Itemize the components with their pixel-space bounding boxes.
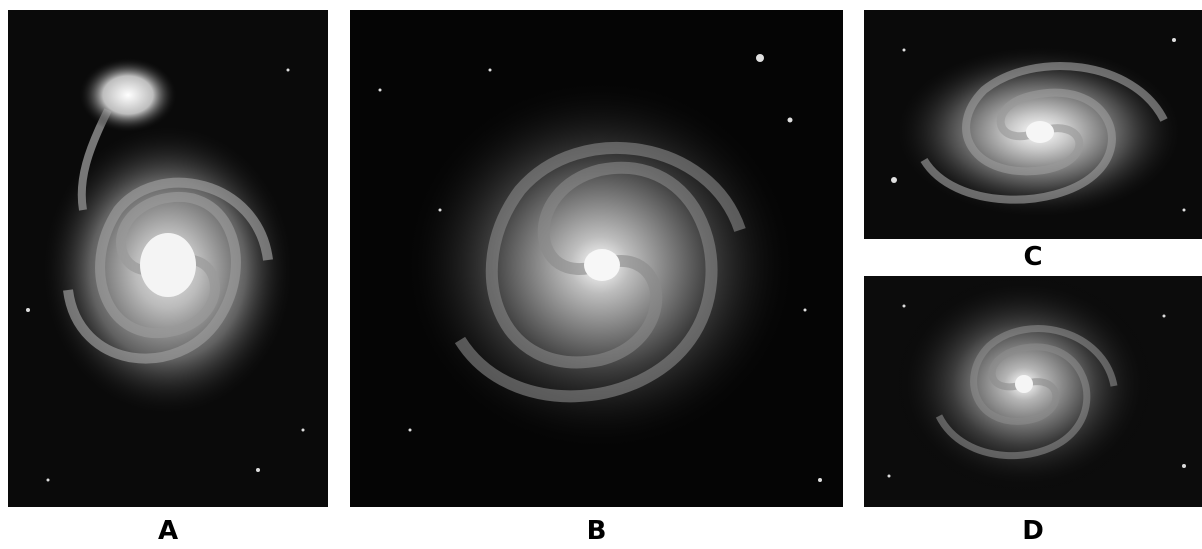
panel-label-c: C — [1023, 242, 1043, 272]
galaxy-image-b — [350, 10, 843, 507]
panel-label-a: A — [157, 516, 179, 546]
galaxy-image-c — [864, 10, 1202, 239]
galaxy-image-a — [8, 10, 328, 507]
panel-label-d: D — [1022, 516, 1044, 546]
galaxy-b-graphic — [350, 10, 843, 507]
galaxy-image-d — [864, 276, 1202, 507]
galaxy-d-graphic — [864, 276, 1202, 507]
galaxy-a-graphic — [8, 10, 328, 507]
panel-label-b: B — [586, 516, 607, 546]
galaxy-c-graphic — [864, 10, 1202, 239]
